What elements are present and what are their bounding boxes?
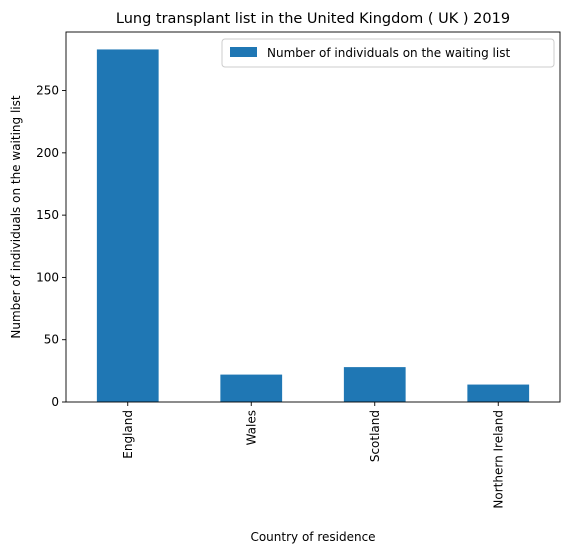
y-tick-label: 100 — [36, 270, 59, 284]
x-tick-label-northern-ireland: Northern Ireland — [491, 410, 505, 509]
y-tick-label: 0 — [51, 395, 59, 409]
plot-frame — [65, 31, 561, 403]
y-tick-label: 200 — [36, 146, 59, 160]
bar-scotland — [343, 367, 406, 402]
x-tick-label-wales: Wales — [244, 410, 258, 445]
chart-title: Lung transplant list in the United Kingd… — [116, 11, 510, 27]
x-tick-label-england: England — [121, 410, 135, 459]
x-axis: England Wales Scotland Northern Ireland — [121, 402, 505, 509]
bar-wales — [220, 374, 283, 402]
x-tick-label-scotland: Scotland — [368, 410, 382, 462]
y-tick-label: 50 — [44, 333, 59, 347]
bar-england — [96, 49, 159, 403]
y-tick-label: 250 — [36, 84, 59, 98]
legend-swatch — [230, 47, 257, 57]
y-axis: 0 50 100 150 200 250 — [36, 84, 66, 409]
x-axis-label: Country of residence — [250, 530, 375, 544]
bar-northern-ireland — [467, 384, 530, 402]
legend: Number of individuals on the waiting lis… — [221, 38, 555, 68]
y-axis-label: Number of individuals on the waiting lis… — [9, 95, 23, 338]
legend-box — [221, 38, 555, 68]
legend-label: Number of individuals on the waiting lis… — [267, 46, 510, 60]
y-tick-label: 150 — [36, 208, 59, 222]
bars-group — [96, 49, 530, 403]
